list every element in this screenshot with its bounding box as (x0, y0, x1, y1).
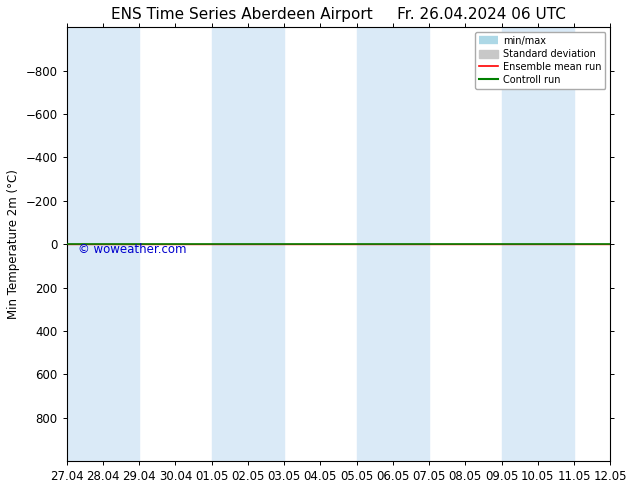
Bar (67, 27, 139, 461)
Title: ENS Time Series Aberdeen Airport     Fr. 26.04.2024 06 UTC: ENS Time Series Aberdeen Airport Fr. 26.… (111, 7, 566, 22)
Bar (501, 27, 574, 461)
Text: © woweather.com: © woweather.com (77, 244, 186, 256)
Y-axis label: Min Temperature 2m (°C): Min Temperature 2m (°C) (7, 169, 20, 319)
Bar (212, 27, 284, 461)
Bar (356, 27, 429, 461)
Legend: min/max, Standard deviation, Ensemble mean run, Controll run: min/max, Standard deviation, Ensemble me… (475, 32, 605, 89)
